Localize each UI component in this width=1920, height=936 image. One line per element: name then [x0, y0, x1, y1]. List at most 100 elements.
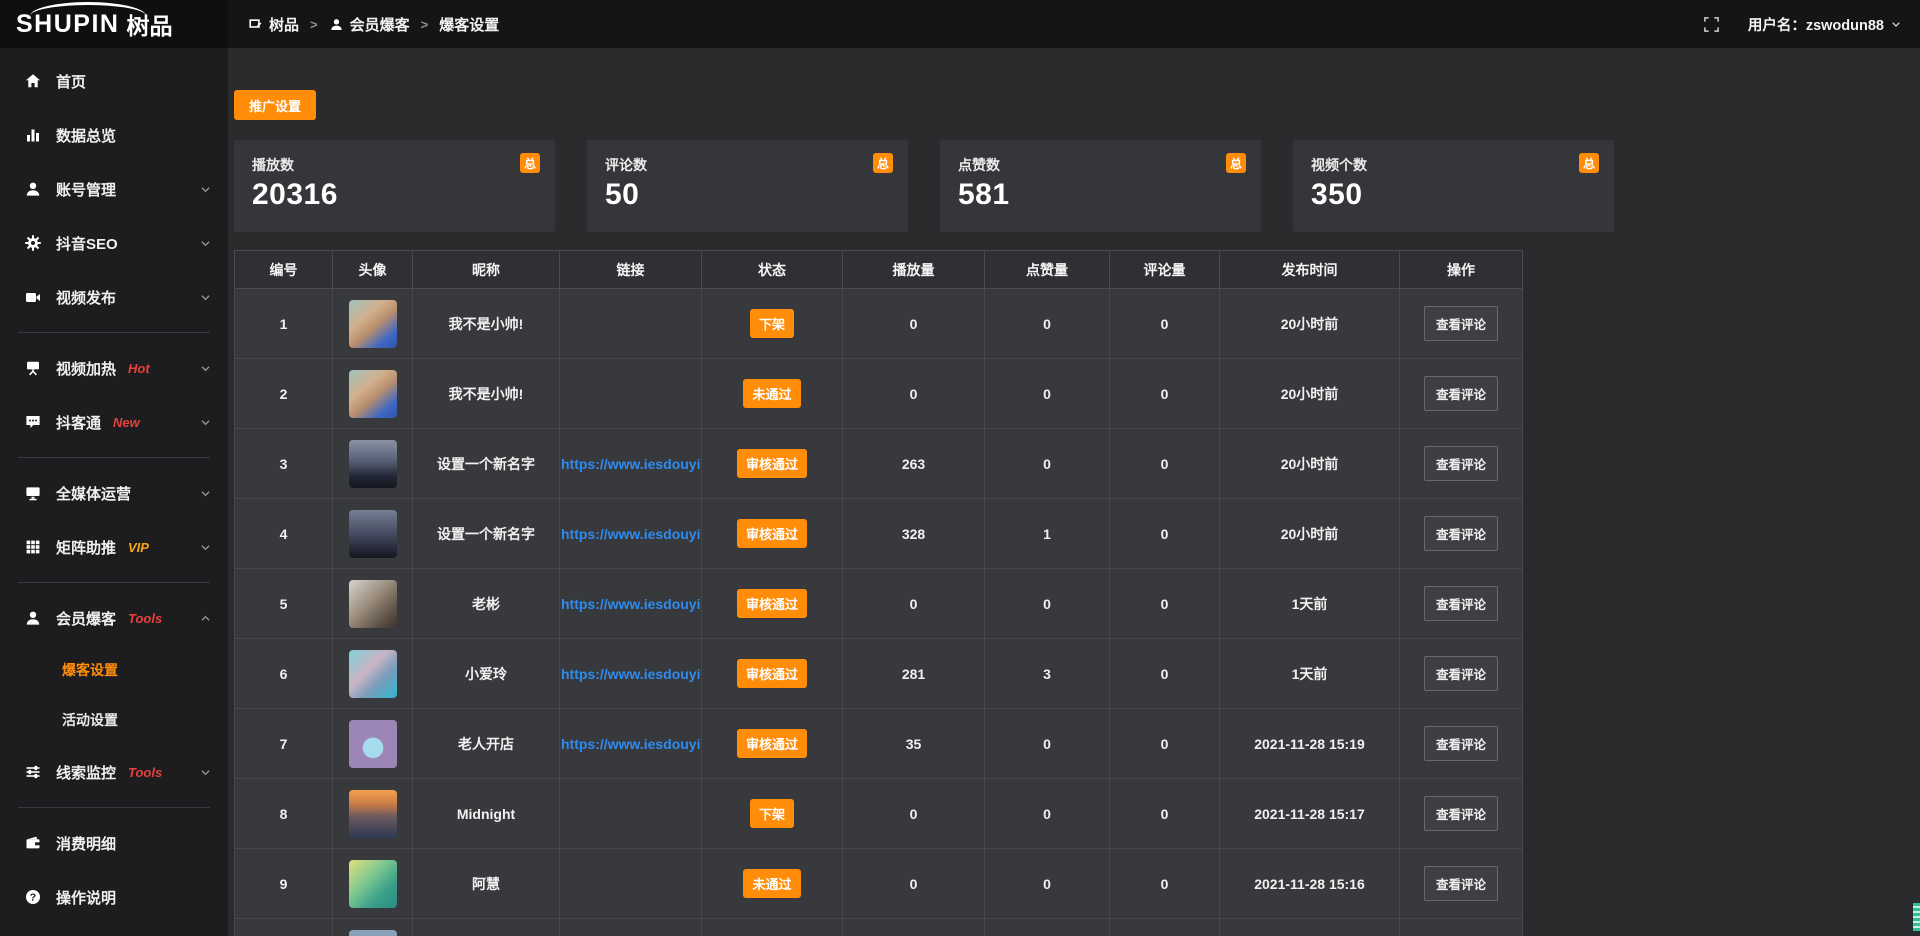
sidebar-item-matrix-boost[interactable]: 矩阵助推 VIP: [0, 520, 228, 574]
plays-cell: [842, 918, 985, 936]
status-badge[interactable]: 审核通过: [736, 659, 807, 688]
status-badge[interactable]: 审核通过: [736, 449, 807, 478]
stat-label: 播放数: [252, 157, 294, 173]
likes-cell: 3: [984, 638, 1110, 709]
nickname-cell: 设置一个新名字: [412, 498, 560, 569]
avatar-cell: [332, 428, 413, 499]
scroll-widget[interactable]: [1913, 903, 1920, 931]
link-cell: [559, 288, 702, 359]
time-cell: 1天前: [1219, 568, 1400, 639]
sidebar-item-douketong[interactable]: 抖客通 New: [0, 395, 228, 449]
table-row: 7老人开店https://www.iesdouyin.c审核通过35002021…: [234, 708, 1523, 779]
chart-icon: [24, 126, 42, 144]
sidebar-item-account-management[interactable]: 账号管理: [0, 162, 228, 216]
username-menu[interactable]: 用户名：zswodun88: [1748, 14, 1902, 35]
sidebar-item-badge: VIP: [128, 539, 149, 555]
plays-cell: 0: [842, 848, 985, 919]
action-cell: 查看评论: [1399, 498, 1523, 569]
sidebar-item-label: 矩阵助推: [56, 539, 117, 557]
sidebar-item-video-heating[interactable]: 视频加热 Hot: [0, 341, 228, 395]
column-header: 评论量: [1109, 250, 1220, 289]
time-cell: [1219, 918, 1400, 936]
sidebar-item-data-overview[interactable]: 数据总览: [0, 108, 228, 162]
status-cell: 未通过: [701, 358, 843, 429]
person-icon: [329, 17, 344, 32]
link-cell: https://www.iesdouyin.c: [559, 428, 702, 499]
status-badge[interactable]: 审核通过: [736, 519, 807, 548]
app-logo: SHUPIN 树品: [0, 0, 228, 48]
sidebar-item-member-baoke[interactable]: 会员爆客 Tools: [0, 591, 228, 645]
video-link[interactable]: https://www.iesdouyin.c: [561, 735, 701, 752]
sidebar-divider: [18, 457, 210, 458]
action-cell: 查看评论: [1399, 428, 1523, 499]
time-cell: 2021-11-28 15:16: [1219, 848, 1400, 919]
avatar-cell: [332, 498, 413, 569]
status-badge[interactable]: 下架: [749, 799, 794, 828]
row-id-cell: 5: [234, 568, 333, 639]
plays-cell: 35: [842, 708, 985, 779]
chevron-down-icon: [199, 766, 212, 779]
breadcrumb-separator: >: [420, 16, 429, 32]
status-cell: 审核通过: [701, 638, 843, 709]
video-link[interactable]: https://www.iesdouyin.c: [561, 455, 701, 472]
table-row: 1 我不是小帅! 下架 0 0 0 20小时前 查看评论: [234, 288, 1523, 359]
video-link[interactable]: https://www.iesdouyin.c: [561, 665, 701, 682]
sidebar-item-label: 线索监控: [56, 764, 117, 782]
sidebar-divider: [18, 807, 210, 808]
column-header: 状态: [701, 250, 843, 289]
view-comments-button[interactable]: 查看评论: [1423, 656, 1498, 691]
sidebar-item-video-publish[interactable]: 视频发布: [0, 270, 228, 324]
avatar: [348, 299, 397, 348]
sidebar-item-home[interactable]: 首页: [0, 54, 228, 108]
view-comments-button[interactable]: 查看评论: [1423, 796, 1498, 831]
promo-settings-button[interactable]: 推广设置: [234, 90, 317, 120]
breadcrumb-item[interactable]: 树品: [248, 14, 299, 35]
sidebar-item-douyin-seo[interactable]: 抖音SEO: [0, 216, 228, 270]
chevron-down-icon: [199, 416, 212, 429]
view-comments-button[interactable]: 查看评论: [1423, 516, 1498, 551]
status-badge[interactable]: 未通过: [743, 869, 801, 898]
status-cell: 下架: [701, 778, 843, 849]
status-badge[interactable]: 下架: [749, 309, 794, 338]
plays-cell: 281: [842, 638, 985, 709]
breadcrumb-separator: >: [310, 16, 318, 32]
video-link[interactable]: https://www.iesdouyin.c: [561, 595, 701, 612]
status-cell: 审核通过: [701, 568, 843, 639]
status-badge[interactable]: 未通过: [743, 379, 801, 408]
comments-cell: [1109, 918, 1220, 936]
breadcrumb-item[interactable]: 会员爆客: [329, 14, 410, 35]
sidebar-item-operation-guide[interactable]: ? 操作说明: [0, 870, 228, 924]
sidebar-item-label: 数据总览: [56, 127, 117, 145]
sidebar-subitem-activity-settings[interactable]: 活动设置: [62, 712, 118, 728]
status-cell: 下架: [701, 288, 843, 359]
link-cell: [559, 848, 702, 919]
sidebar-item-consumption-detail[interactable]: 消费明细: [0, 816, 228, 870]
sidebar-item-omni-media[interactable]: 全媒体运营: [0, 466, 228, 520]
total-badge: 总: [1579, 153, 1599, 173]
breadcrumb-label: 树品: [269, 16, 300, 34]
view-comments-button[interactable]: 查看评论: [1423, 726, 1498, 761]
fullscreen-icon[interactable]: [1703, 16, 1720, 33]
sidebar-divider: [18, 582, 210, 583]
video-link[interactable]: https://www.iesdouyin.c: [561, 525, 701, 542]
table-wrap: 编号 头像 昵称 链接 状态 播放量 点赞量 评论量 发布时间 操作 1 我不是小帅! 下架 0 0 0 20小…: [234, 250, 1523, 936]
status-badge[interactable]: 审核通过: [736, 729, 807, 758]
sidebar-subitem-baoke-settings[interactable]: 爆客设置: [62, 662, 118, 678]
status-badge[interactable]: 审核通过: [736, 589, 807, 618]
view-comments-button[interactable]: 查看评论: [1423, 866, 1498, 901]
time-cell: 2021-11-28 15:19: [1219, 708, 1400, 779]
view-comments-button[interactable]: 查看评论: [1423, 586, 1498, 621]
column-header: 头像: [332, 250, 413, 289]
sidebar-item-label: 视频发布: [56, 289, 117, 307]
avatar: [348, 649, 397, 698]
nickname-cell: 设置一个新名字: [412, 428, 560, 499]
view-comments-button[interactable]: 查看评论: [1423, 306, 1498, 341]
row-id-cell: 4: [234, 498, 333, 569]
sidebar-item-clue-monitor[interactable]: 线索监控 Tools: [0, 745, 228, 799]
video-icon: [24, 288, 42, 306]
view-comments-button[interactable]: 查看评论: [1423, 376, 1498, 411]
topbar-right: 用户名：zswodun88: [1703, 14, 1902, 35]
row-id-cell: 6: [234, 638, 333, 709]
view-comments-button[interactable]: 查看评论: [1423, 446, 1498, 481]
